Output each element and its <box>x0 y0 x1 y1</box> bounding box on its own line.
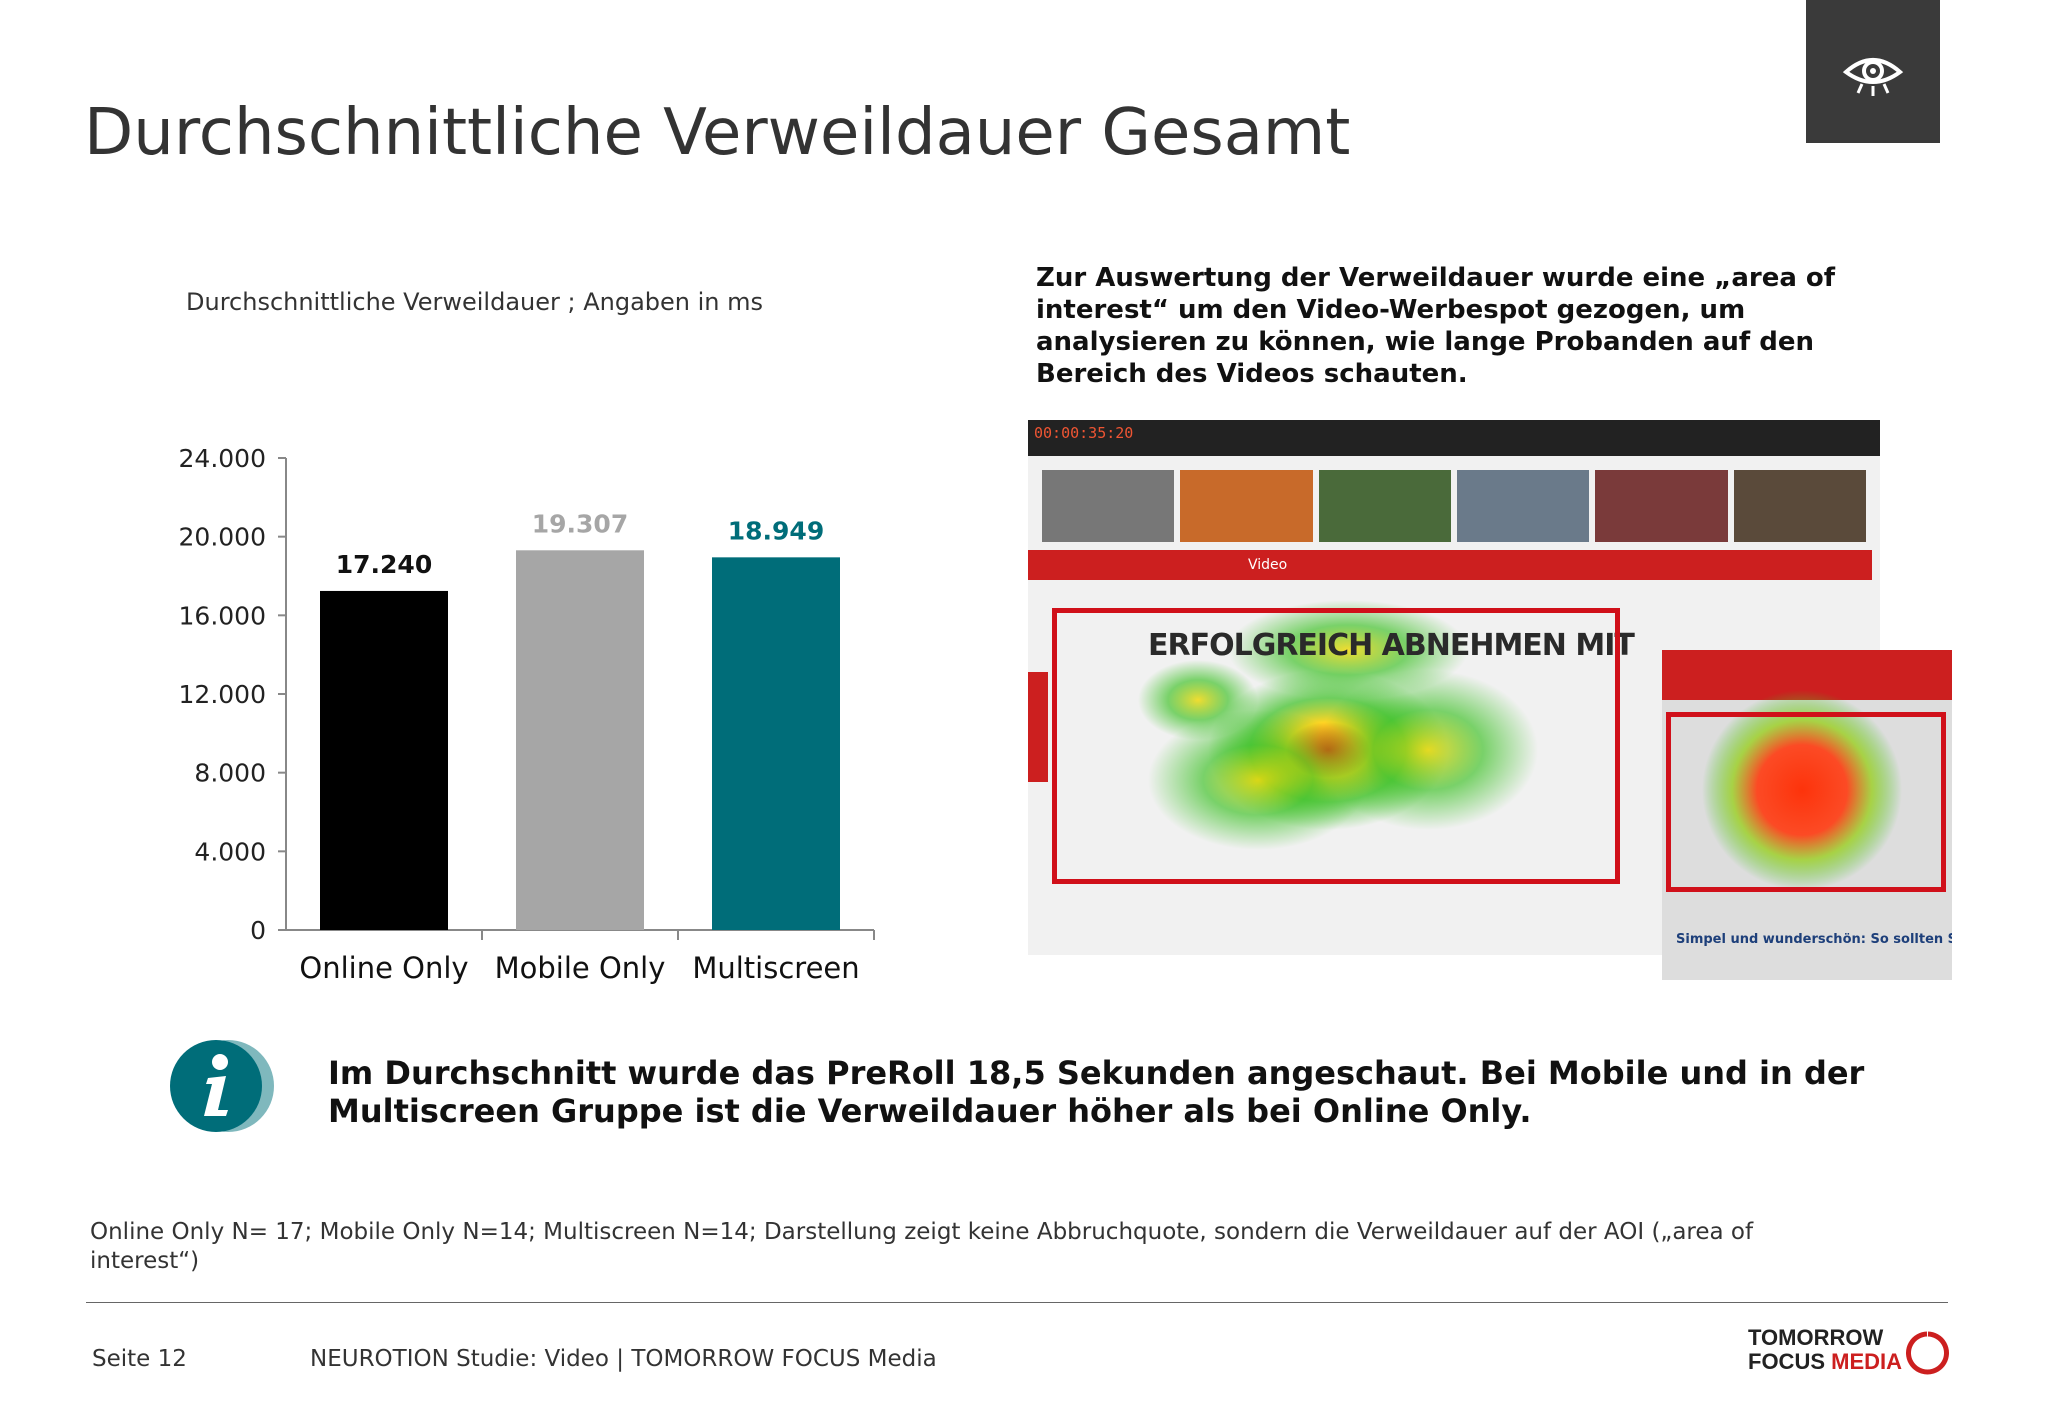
y-tick-label: 16.000 <box>179 601 266 630</box>
eye-icon <box>1842 57 1904 96</box>
x-category-label: Mobile Only <box>495 951 666 985</box>
company-logo: TOMORROW FOCUS MEDIA <box>1748 1325 1949 1378</box>
timecode: 00:00:35:20 <box>1034 424 1134 442</box>
bar-chart: 0 4.000 8.000 12.000 16.000 20.000 24.000 17.24… <box>179 444 875 985</box>
bar-value-label: 18.949 <box>728 516 824 545</box>
x-category-label: Multiscreen <box>692 951 859 985</box>
footnote: Online Only N= 17; Mobile Only N=14; Mul… <box>90 1219 1754 1274</box>
y-tick-label: 20.000 <box>179 523 266 552</box>
y-tick-label: 0 <box>250 916 266 945</box>
aoi-frame-desktop <box>1052 608 1620 884</box>
video-headline: ERFOLGREICH ABNEHMEN MIT <box>1148 628 1635 663</box>
thumbnail <box>1456 470 1590 542</box>
x-category-label: Online Only <box>299 951 468 985</box>
eye-logo-box <box>1806 0 1940 143</box>
browser-bar: 00:00:35:20 <box>1028 420 1880 456</box>
page-title: Durchschnittliche Verweildauer Gesamt <box>84 96 1351 170</box>
y-tick-label: 24.000 <box>179 444 266 473</box>
side-tab <box>1028 672 1048 782</box>
logo-line-2: FOCUS MEDIA <box>1748 1350 1948 1374</box>
heatmap-overlay <box>1138 600 1538 850</box>
y-tick-label: 4.000 <box>194 837 266 866</box>
mobile-caption: Simpel und wunderschön: So sollten Sie e… <box>1676 932 1952 947</box>
thumbnail <box>1733 470 1866 542</box>
page-number: Seite 12 <box>92 1346 187 1372</box>
y-tick-label: 8.000 <box>194 759 266 788</box>
video-thumbnails <box>1042 470 1866 542</box>
info-icon <box>170 1040 274 1132</box>
info-text: Im Durchschnitt wurde das PreRoll 18,5 S… <box>328 1054 1865 1130</box>
info-badge <box>164 1036 284 1136</box>
heatmap-overlay-mobile <box>1702 690 1902 890</box>
eyetracking-screenshot-mobile: Simpel und wunderschön: So sollten Sie e… <box>1662 650 1952 980</box>
logo-word-focus: FOCUS <box>1748 1349 1825 1374</box>
aoi-frame-mobile <box>1666 712 1946 892</box>
thumbnail <box>1318 470 1451 542</box>
bar-value-label: 17.240 <box>336 550 432 579</box>
chart-subtitle: Durchschnittliche Verweildauer ; Angaben… <box>186 288 764 316</box>
eyetracking-screenshot-desktop: 00:00:35:20 Video <box>1028 420 1880 955</box>
footer-study: NEUROTION Studie: Video | TOMORROW FOCUS… <box>310 1346 937 1372</box>
site-nav-bar: Video <box>1028 550 1872 580</box>
thumbnail <box>1595 470 1728 542</box>
y-tick-label: 12.000 <box>179 680 266 709</box>
logo-ring-icon <box>1906 1331 1949 1375</box>
bar <box>516 550 644 930</box>
thumbnail <box>1180 470 1313 542</box>
bar <box>320 590 448 930</box>
footer-divider <box>86 1302 1948 1303</box>
bar <box>712 557 840 930</box>
logo-word-media: MEDIA <box>1831 1349 1903 1374</box>
side-description: Zur Auswertung der Verweildauer wurde ei… <box>1036 263 1836 389</box>
bar-value-label: 19.307 <box>532 509 628 538</box>
logo-line-1: TOMORROW <box>1748 1325 1884 1350</box>
thumbnail <box>1042 470 1175 542</box>
nav-label: Video <box>1248 557 1288 573</box>
